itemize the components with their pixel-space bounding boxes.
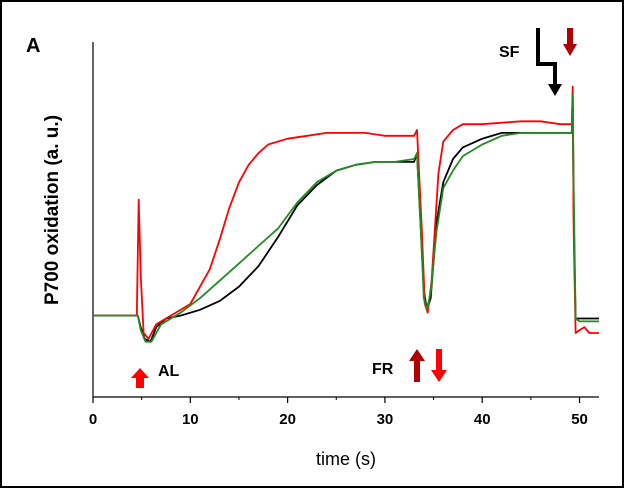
series-line-3 (93, 94, 599, 343)
sf-step-arrowhead-icon (548, 84, 562, 96)
sf-down-arrow-icon (563, 28, 577, 56)
x-tick-label: 0 (89, 411, 97, 428)
y-axis-label: P700 oxidation (a. u.) (42, 115, 63, 305)
fr-label: FR (372, 361, 394, 378)
x-tick-label: 50 (571, 411, 588, 428)
panel-label: A (26, 35, 40, 57)
sf-step-arrow-icon (536, 28, 557, 86)
fr-down-arrow-icon (431, 349, 447, 382)
x-tick-label: 20 (279, 411, 296, 428)
x-tick-label: 40 (474, 411, 491, 428)
sf-annotation: SF (499, 28, 577, 96)
fr-annotation: FR (372, 349, 447, 382)
al-up-arrow-icon (131, 368, 149, 388)
x-axis-label: time (s) (316, 449, 376, 469)
x-tick-label: 30 (377, 411, 394, 428)
series-layer (93, 85, 599, 343)
sf-label: SF (499, 44, 520, 61)
al-label: AL (158, 363, 180, 380)
series-line-2 (93, 85, 599, 340)
fr-up-arrow-icon (409, 349, 425, 382)
al-annotation: AL (131, 363, 180, 388)
x-tick-label: 10 (182, 411, 199, 428)
x-ticks: 0 10 20 30 40 50 (89, 397, 588, 428)
